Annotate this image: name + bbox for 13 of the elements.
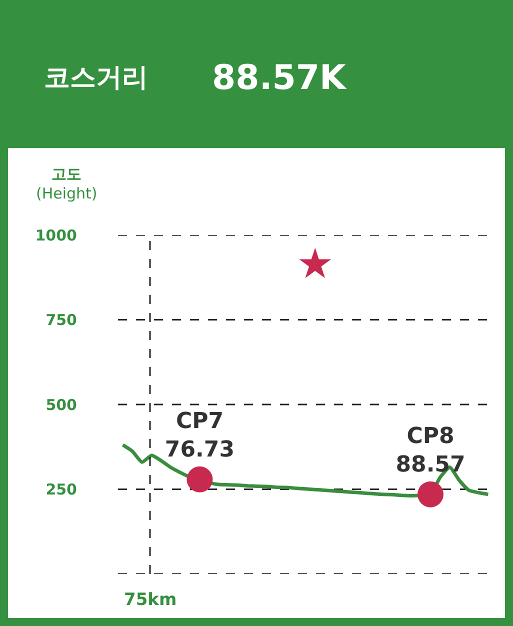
y-tick-label: 750 [46, 311, 77, 329]
point [299, 248, 332, 278]
y-tick-label: 500 [46, 396, 77, 414]
y-tick-label: 1000 [35, 226, 77, 244]
y-axis-title: 고도 (Height) [36, 165, 98, 202]
point [186, 466, 213, 492]
data-label: CP8 88.57 [396, 424, 466, 478]
point [418, 481, 444, 508]
y-tick-label: 250 [46, 480, 77, 498]
text: 75km [124, 590, 177, 610]
chart-subtitle: 88.57K [212, 58, 348, 98]
chart-title: 코스거리 [44, 63, 148, 93]
data-label: CP7 76.73 [164, 409, 235, 463]
